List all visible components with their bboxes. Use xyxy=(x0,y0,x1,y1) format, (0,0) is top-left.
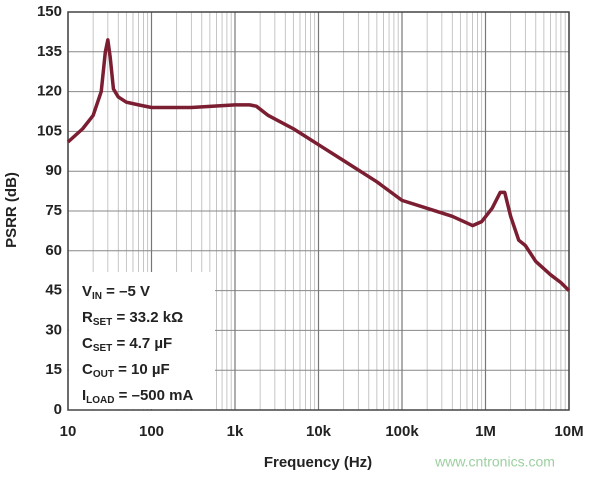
annotation-symbol: V xyxy=(82,283,92,300)
x-tick-label: 1M xyxy=(475,423,496,440)
plot-frame xyxy=(67,11,570,411)
annotation-subscript: SET xyxy=(93,343,112,354)
y-axis-label: PSRR (dB) xyxy=(3,172,20,248)
annotation-text: = 4.7 µF xyxy=(112,335,172,352)
annotation-text: = 10 µF xyxy=(114,361,170,378)
annotation-text: = 33.2 kΩ xyxy=(112,309,183,326)
annotation: RSET = 33.2 kΩ xyxy=(82,309,183,328)
x-tick-label: 100 xyxy=(139,423,164,440)
y-tick-label: 15 xyxy=(45,361,62,378)
annotation-symbol: C xyxy=(82,335,93,352)
annotation-subscript: LOAD xyxy=(86,395,114,406)
x-tick-label: 100k xyxy=(385,423,419,440)
y-tick-label: 120 xyxy=(37,83,62,100)
annotation-symbol: R xyxy=(82,309,93,326)
y-tick-label: 60 xyxy=(45,242,62,259)
annotation-subscript: OUT xyxy=(93,369,114,380)
annotation: VIN = –5 V xyxy=(82,283,150,302)
y-tick-label: 30 xyxy=(45,321,62,338)
y-tick-label: 90 xyxy=(45,162,62,179)
watermark: www.cntronics.com xyxy=(434,454,555,470)
annotation-subscript: SET xyxy=(93,317,112,328)
x-tick-label: 10M xyxy=(554,423,583,440)
annotation: ILOAD = –500 mA xyxy=(82,387,193,406)
x-axis-label: Frequency (Hz) xyxy=(264,454,372,471)
x-tick-label: 10k xyxy=(306,423,332,440)
x-tick-label: 10 xyxy=(60,423,77,440)
y-tick-label: 45 xyxy=(45,282,62,299)
x-tick-label: 1k xyxy=(227,423,244,440)
annotation-box xyxy=(69,272,215,409)
y-tick-label: 105 xyxy=(37,122,62,139)
annotation-text: = –5 V xyxy=(102,283,150,300)
y-tick-label: 0 xyxy=(54,401,62,418)
annotation-symbol: I xyxy=(82,387,86,404)
annotation-text: = –500 mA xyxy=(115,387,194,404)
y-tick-label: 135 xyxy=(37,43,62,60)
annotation: CSET = 4.7 µF xyxy=(82,335,172,354)
line xyxy=(66,38,571,292)
annotation-subscript: IN xyxy=(92,291,102,302)
y-tick-label: 150 xyxy=(37,3,62,20)
annotation-symbol: C xyxy=(82,361,93,378)
annotation: COUT = 10 µF xyxy=(82,361,170,380)
y-tick-label: 75 xyxy=(45,202,62,219)
